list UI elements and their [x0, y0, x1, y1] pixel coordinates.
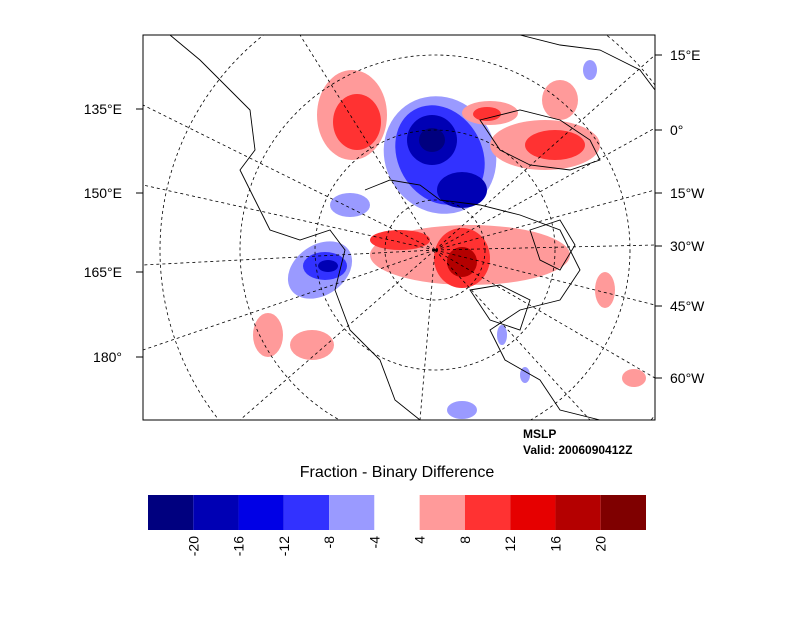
- colorbar-box: [329, 495, 375, 530]
- colorbar-label: 4: [412, 536, 428, 544]
- field-name: MSLP: [523, 427, 556, 441]
- right-labels: 15°E 0° 15°W 30°W 45°W 60°W: [655, 47, 705, 386]
- colorbar-label: -12: [276, 536, 292, 556]
- colorbar-label: 16: [547, 536, 563, 552]
- colorbar-box: [510, 495, 556, 530]
- coastline: [169, 35, 655, 420]
- colorbar-box: [374, 495, 420, 530]
- colorbar-title: Fraction - Binary Difference: [300, 464, 495, 481]
- colorbar-box: [555, 495, 601, 530]
- colorbar-box: [193, 495, 239, 530]
- colorbar-label: -8: [321, 536, 337, 549]
- lon-label: 180°: [93, 349, 122, 365]
- colorbar-box: [148, 495, 194, 530]
- colorbar-label: 20: [593, 536, 609, 552]
- lon-label: 135°E: [84, 101, 122, 117]
- lon-label: 0°: [670, 122, 683, 138]
- colorbar: -20 -16 -12 -8 -4 4 8 12 16 20: [148, 495, 646, 556]
- colorbar-label: -4: [366, 536, 382, 549]
- colorbar-box: [464, 495, 511, 530]
- map-frame: [142, 34, 656, 421]
- valid-time: Valid: 2006090412Z: [523, 443, 632, 457]
- colorbar-box: [419, 495, 465, 530]
- colorbar-label: -16: [231, 536, 247, 556]
- field-shading: [253, 60, 646, 419]
- colorbar-label: 8: [457, 536, 473, 544]
- colorbar-box: [283, 495, 330, 530]
- left-labels: 135°E 150°E 165°E 180°: [84, 101, 143, 365]
- graticule: [143, 35, 655, 420]
- lon-label: 15°E: [670, 47, 701, 63]
- lon-label: 45°W: [670, 298, 705, 314]
- lon-label: 150°E: [84, 185, 122, 201]
- lon-label: 165°E: [84, 264, 122, 280]
- map: [143, 35, 655, 420]
- colorbar-label: 12: [502, 536, 518, 552]
- colorbar-box: [600, 495, 646, 530]
- colorbar-box: [238, 495, 284, 530]
- lon-label: 60°W: [670, 370, 705, 386]
- lon-label: 30°W: [670, 238, 705, 254]
- lon-label: 15°W: [670, 185, 705, 201]
- colorbar-label: -20: [185, 536, 201, 556]
